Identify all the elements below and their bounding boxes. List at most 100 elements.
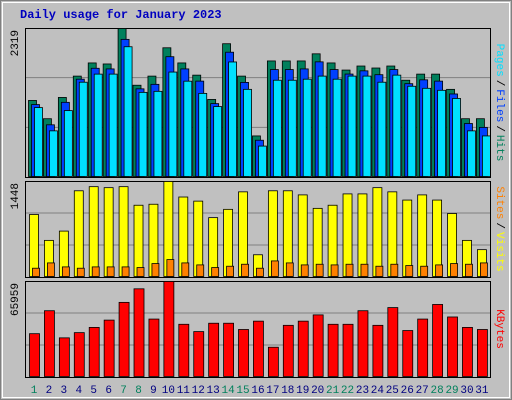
bar bbox=[270, 260, 279, 277]
bar bbox=[437, 89, 447, 177]
bar bbox=[302, 78, 312, 177]
bar bbox=[392, 74, 402, 177]
x-tick-label: 27 bbox=[416, 385, 429, 397]
bar bbox=[481, 135, 491, 177]
bar bbox=[287, 79, 297, 177]
bar bbox=[390, 263, 399, 277]
bar bbox=[49, 130, 58, 177]
bar bbox=[432, 304, 444, 377]
bar bbox=[121, 266, 130, 277]
x-tick-label: 12 bbox=[192, 385, 205, 397]
bar bbox=[362, 75, 372, 177]
bar bbox=[213, 106, 223, 177]
bar bbox=[420, 265, 429, 277]
bar bbox=[76, 267, 85, 277]
x-tick-label: 30 bbox=[460, 385, 473, 397]
x-tick-label: 29 bbox=[445, 385, 458, 397]
y-tick-label: 65959 bbox=[10, 283, 22, 316]
bar bbox=[73, 190, 84, 277]
bar bbox=[163, 281, 175, 377]
legend-entry: Pages bbox=[493, 44, 505, 77]
bar bbox=[133, 288, 145, 377]
x-tick-label: 26 bbox=[401, 385, 414, 397]
bar bbox=[123, 46, 133, 177]
x-tick-label: 14 bbox=[221, 385, 235, 397]
bar bbox=[211, 267, 220, 277]
bar bbox=[402, 199, 413, 277]
bar bbox=[138, 91, 148, 177]
legend-entry: Sites bbox=[493, 186, 505, 219]
bar bbox=[479, 262, 488, 277]
bar bbox=[73, 332, 85, 377]
bar bbox=[183, 80, 193, 177]
bar bbox=[181, 262, 190, 277]
bar bbox=[34, 107, 43, 177]
bar bbox=[193, 331, 205, 377]
x-tick-label: 20 bbox=[311, 385, 324, 397]
bar bbox=[153, 90, 163, 177]
bar bbox=[267, 346, 279, 377]
x-tick-label: 2 bbox=[46, 385, 53, 397]
bar bbox=[476, 329, 488, 377]
bar bbox=[360, 263, 369, 277]
bar bbox=[88, 186, 99, 277]
bar bbox=[136, 267, 145, 277]
x-tick-label: 17 bbox=[266, 385, 279, 397]
bar bbox=[462, 327, 473, 377]
legend-separator: / bbox=[493, 80, 505, 87]
bar bbox=[342, 323, 354, 377]
bar bbox=[91, 266, 100, 277]
x-tick-label: 19 bbox=[296, 385, 309, 397]
x-tick-label: 11 bbox=[177, 385, 191, 397]
y-tick-label: 2319 bbox=[10, 30, 22, 56]
bar bbox=[405, 265, 414, 277]
bar bbox=[103, 319, 115, 377]
bar bbox=[253, 320, 264, 377]
x-tick-label: 31 bbox=[475, 385, 489, 397]
y-tick-label: 1448 bbox=[10, 183, 22, 209]
bar bbox=[312, 314, 324, 377]
bar bbox=[372, 187, 383, 277]
bar bbox=[168, 71, 178, 177]
legend-entry: Hits bbox=[493, 135, 505, 161]
bar bbox=[450, 263, 458, 277]
x-tick-label: 6 bbox=[105, 385, 112, 397]
bar bbox=[29, 214, 39, 277]
legend-entry: Files bbox=[493, 89, 505, 122]
x-tick-label: 23 bbox=[356, 385, 369, 397]
bar bbox=[327, 323, 339, 377]
bar bbox=[228, 61, 237, 177]
bar bbox=[61, 266, 70, 277]
bar bbox=[435, 264, 444, 277]
bar bbox=[447, 316, 458, 377]
x-tick-label: 7 bbox=[120, 385, 127, 397]
bar bbox=[238, 191, 248, 277]
bar bbox=[387, 307, 399, 377]
x-tick-label: 15 bbox=[236, 385, 249, 397]
bar bbox=[166, 259, 175, 277]
legend: Pages / Files / Hits bbox=[493, 44, 505, 162]
bar bbox=[198, 92, 208, 177]
bar bbox=[345, 263, 354, 277]
bar bbox=[108, 73, 118, 177]
bar bbox=[256, 267, 264, 277]
bar bbox=[402, 330, 414, 377]
bar bbox=[347, 75, 357, 177]
bar bbox=[282, 324, 294, 377]
x-tick-label: 9 bbox=[150, 385, 157, 397]
bar bbox=[452, 98, 461, 177]
bar bbox=[88, 327, 100, 377]
bar bbox=[330, 264, 339, 277]
bar bbox=[196, 264, 205, 277]
bar bbox=[151, 263, 160, 277]
bar bbox=[285, 262, 294, 277]
bar bbox=[44, 310, 55, 377]
x-tick-label: 1 bbox=[31, 385, 38, 397]
x-tick-label: 16 bbox=[251, 385, 264, 397]
legend-separator: / bbox=[493, 125, 505, 132]
x-tick-label: 5 bbox=[90, 385, 97, 397]
bar bbox=[317, 75, 327, 177]
